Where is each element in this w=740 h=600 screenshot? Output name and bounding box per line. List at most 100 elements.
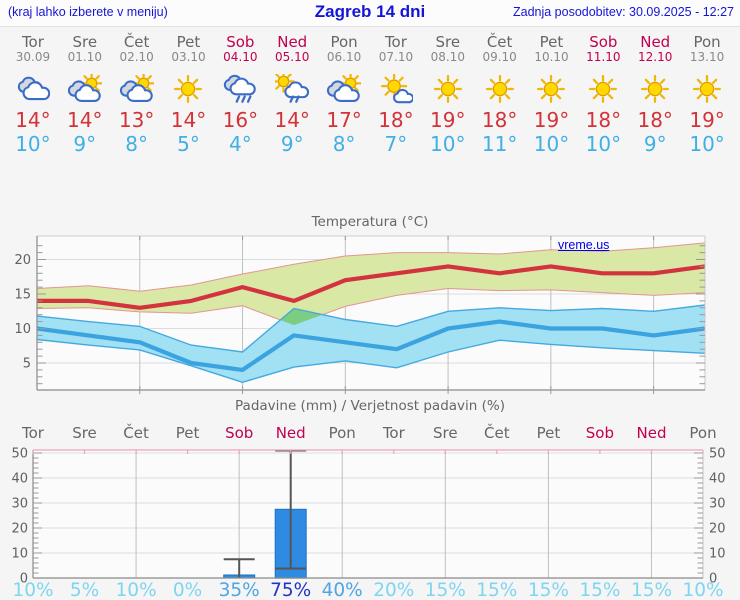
forecast-day-column: Pon 06.10 17° 8°	[318, 28, 370, 170]
precip-day-ticks	[32, 450, 704, 454]
svg-text:5: 5	[23, 357, 31, 372]
high-temperature: 17°	[326, 108, 362, 132]
high-temperature: 18°	[585, 108, 622, 132]
svg-text:10%: 10%	[682, 580, 723, 600]
partly-cloudy-icon	[67, 72, 103, 102]
cloudy-icon	[17, 76, 51, 101]
day-name: Ned	[277, 33, 308, 51]
forecast-day-column: Čet 02.10 13° 8°	[111, 28, 163, 170]
high-temperature: 14°	[274, 108, 310, 132]
svg-text:50: 50	[709, 447, 726, 462]
low-temp-line	[36, 319, 706, 372]
high-temp-band	[37, 242, 705, 326]
high-temperature: 19°	[533, 108, 570, 132]
precipitation-chart: Tor Sre Čet Pet Sob Ned Pon Tor Sre Čet Pet Sob Ned P…	[11, 423, 725, 600]
partly-cloudy-icon	[326, 72, 362, 102]
forecast-day-column: Pon 13.10 19° 10°	[681, 28, 733, 170]
page-title: Zagreb 14 dni	[314, 2, 426, 21]
day-name: Sob	[589, 33, 618, 51]
low-temperature: 5°	[177, 132, 200, 156]
svg-text:20: 20	[14, 253, 31, 268]
svg-text:Pet: Pet	[537, 424, 561, 442]
low-temperature: 10°	[15, 132, 51, 156]
low-temperature: 9°	[643, 132, 667, 156]
svg-text:Sre: Sre	[72, 424, 97, 442]
precip-whisker	[223, 558, 255, 578]
svg-text:10: 10	[11, 547, 28, 562]
day-name: Pet	[539, 33, 564, 51]
low-temperature: 8°	[125, 132, 148, 156]
precip-probability-labels: 10% 5% 10% 0% 35% 75% 40% 20% 15% 15% 15% 15% 15% 10%	[12, 580, 723, 600]
precip-y-axis-labels: 0 0 10 10 20 20 30 30 40 40 50 50	[11, 447, 725, 587]
page-header: (kraj lahko izberete v meniju) Zagreb 14…	[0, 0, 740, 27]
svg-text:Čet: Čet	[123, 423, 149, 442]
low-temperature: 9°	[280, 132, 304, 156]
sunny-icon	[641, 74, 670, 103]
partly-cloudy-icon	[119, 72, 155, 102]
precipitation-chart-title: Padavine (mm) / Verjetnost padavin (%)	[235, 398, 505, 414]
sun-rain-icon	[272, 70, 310, 103]
precip-gridlines	[33, 450, 703, 578]
svg-text:Ned: Ned	[276, 424, 306, 442]
temperature-chart-title: Temperatura (°C)	[311, 214, 429, 230]
day-date: 11.10	[586, 50, 621, 64]
svg-text:10: 10	[14, 322, 31, 337]
day-name: Tor	[384, 33, 407, 51]
svg-text:Pon: Pon	[689, 424, 716, 442]
high-temp-line	[37, 264, 706, 310]
day-date: 12.10	[638, 50, 673, 64]
day-date: 06.10	[326, 50, 362, 64]
low-temperature: 10°	[689, 132, 725, 156]
svg-text:Tor: Tor	[382, 424, 406, 442]
day-name: Pet	[176, 33, 201, 51]
day-name: Sre	[72, 33, 98, 51]
svg-text:20%: 20%	[373, 580, 414, 600]
svg-text:20: 20	[709, 522, 726, 537]
svg-text:10: 10	[709, 547, 726, 562]
day-name: Tor	[21, 33, 44, 51]
low-temperature: 10°	[585, 132, 622, 156]
forecast-day-column: Tor 07.10 18° 7°	[370, 28, 422, 170]
low-temperature: 7°	[384, 132, 408, 156]
day-name: Ned	[640, 33, 671, 51]
low-temperature: 11°	[481, 132, 518, 156]
forecast-day-strip: Tor 30.09 14° 10° Sre 01.10 14° 9° Čet 02.10 13° 8°…	[7, 28, 733, 170]
svg-text:20: 20	[11, 522, 28, 537]
svg-text:15%: 15%	[579, 580, 620, 600]
sunny-icon	[589, 74, 618, 103]
svg-text:Sre: Sre	[433, 424, 458, 442]
svg-text:5%: 5%	[70, 580, 99, 600]
low-temperature: 9°	[73, 132, 97, 156]
svg-text:Ned: Ned	[637, 424, 667, 442]
low-temperature: 10°	[430, 132, 466, 156]
day-name: Čet	[486, 33, 513, 51]
low-temperature: 4°	[228, 132, 252, 156]
sunny-icon	[433, 74, 462, 103]
day-date: 07.10	[378, 50, 414, 64]
forecast-day-column: Pet 10.10 19° 10°	[526, 28, 578, 170]
sunny-icon	[692, 74, 722, 103]
day-date: 09.10	[482, 50, 517, 64]
sunny-icon	[174, 74, 203, 103]
svg-text:Pon: Pon	[329, 424, 356, 442]
vreme-us-link[interactable]: vreme.us	[558, 238, 610, 252]
sunny-icon	[485, 74, 514, 103]
high-temperature: 16°	[222, 108, 259, 132]
forecast-day-column: Pet 03.10 14° 5°	[163, 28, 215, 170]
day-date: 04.10	[223, 50, 258, 64]
temperature-chart: 5 10 15 20	[14, 235, 706, 394]
sunny-icon	[537, 74, 566, 103]
svg-text:50: 50	[11, 447, 28, 462]
day-name: Sre	[435, 33, 461, 51]
forecast-day-column: Čet 09.10 18° 11°	[474, 28, 526, 170]
svg-text:10%: 10%	[12, 580, 53, 600]
temp-axis-ticks	[37, 236, 705, 394]
svg-text:Čet: Čet	[484, 423, 510, 442]
precip-axis-ticks	[33, 452, 703, 574]
day-date: 13.10	[689, 50, 725, 64]
precip-day-labels: Tor Sre Čet Pet Sob Ned Pon Tor Sre Čet Pet Sob Ned P…	[21, 423, 717, 442]
day-date: 05.10	[275, 50, 310, 64]
forecast-day-column: Sre 01.10 14° 9°	[59, 28, 111, 170]
svg-text:15%: 15%	[476, 580, 517, 600]
